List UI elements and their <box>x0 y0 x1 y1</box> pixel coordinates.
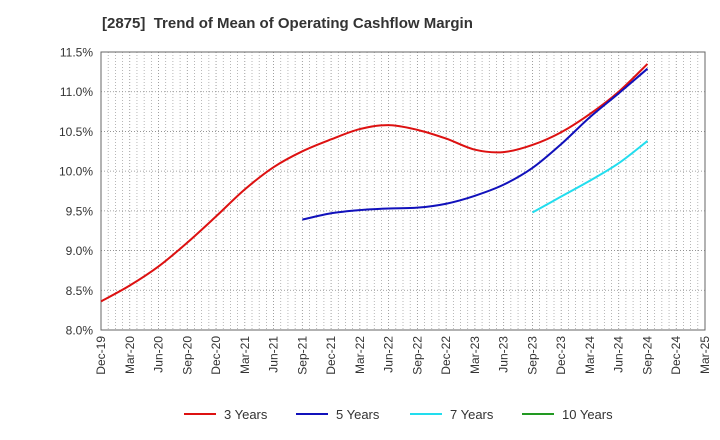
y-tick-label: 8.0% <box>66 324 94 338</box>
x-tick-label: Jun-22 <box>382 336 396 373</box>
x-tick-label: Sep-23 <box>525 336 539 375</box>
x-tick-label: Mar-22 <box>353 336 367 374</box>
chart-title: [2875] Trend of Mean of Operating Cashfl… <box>102 15 473 32</box>
y-tick-label: 10.5% <box>59 125 93 139</box>
legend-label-3-years: 3 Years <box>224 407 268 422</box>
y-tick-label: 10.0% <box>59 165 93 179</box>
legend-label-10-years: 10 Years <box>562 407 613 422</box>
x-tick-label: Sep-24 <box>640 336 654 375</box>
y-tick-label: 9.5% <box>66 204 94 218</box>
y-tick-label: 11.5% <box>60 46 93 60</box>
x-tick-label: Jun-21 <box>267 336 281 373</box>
legend-label-7-years: 7 Years <box>450 407 494 422</box>
x-tick-label: Sep-20 <box>180 336 194 375</box>
y-tick-label: 8.5% <box>66 284 94 298</box>
plot-frame <box>100 51 706 331</box>
x-tick-label: Mar-25 <box>698 336 712 374</box>
legend-label-5-years: 5 Years <box>336 407 380 422</box>
x-tick-label: Sep-22 <box>410 336 424 375</box>
x-tick-label: Dec-21 <box>324 336 338 375</box>
x-tick-label: Dec-19 <box>94 336 108 375</box>
y-tick-label: 9.0% <box>66 244 94 258</box>
x-tick-label: Dec-20 <box>209 336 223 375</box>
x-tick-label: Mar-20 <box>123 336 137 374</box>
x-tick-label: Dec-22 <box>439 336 453 375</box>
x-tick-label: Sep-21 <box>295 336 309 375</box>
series-line-7-years <box>531 140 649 214</box>
series-line-3-years <box>100 63 649 303</box>
x-tick-label: Mar-23 <box>468 336 482 374</box>
series-line-5-years <box>302 67 649 221</box>
x-tick-label: Jun-23 <box>497 336 511 373</box>
x-tick-label: Jun-20 <box>152 336 166 373</box>
x-tick-label: Mar-24 <box>583 336 597 374</box>
y-tick-label: 11.0% <box>60 85 93 99</box>
x-tick-label: Mar-21 <box>238 336 252 374</box>
x-tick-label: Dec-24 <box>669 336 683 375</box>
x-tick-label: Dec-23 <box>554 336 568 375</box>
x-tick-label: Jun-24 <box>612 336 626 373</box>
